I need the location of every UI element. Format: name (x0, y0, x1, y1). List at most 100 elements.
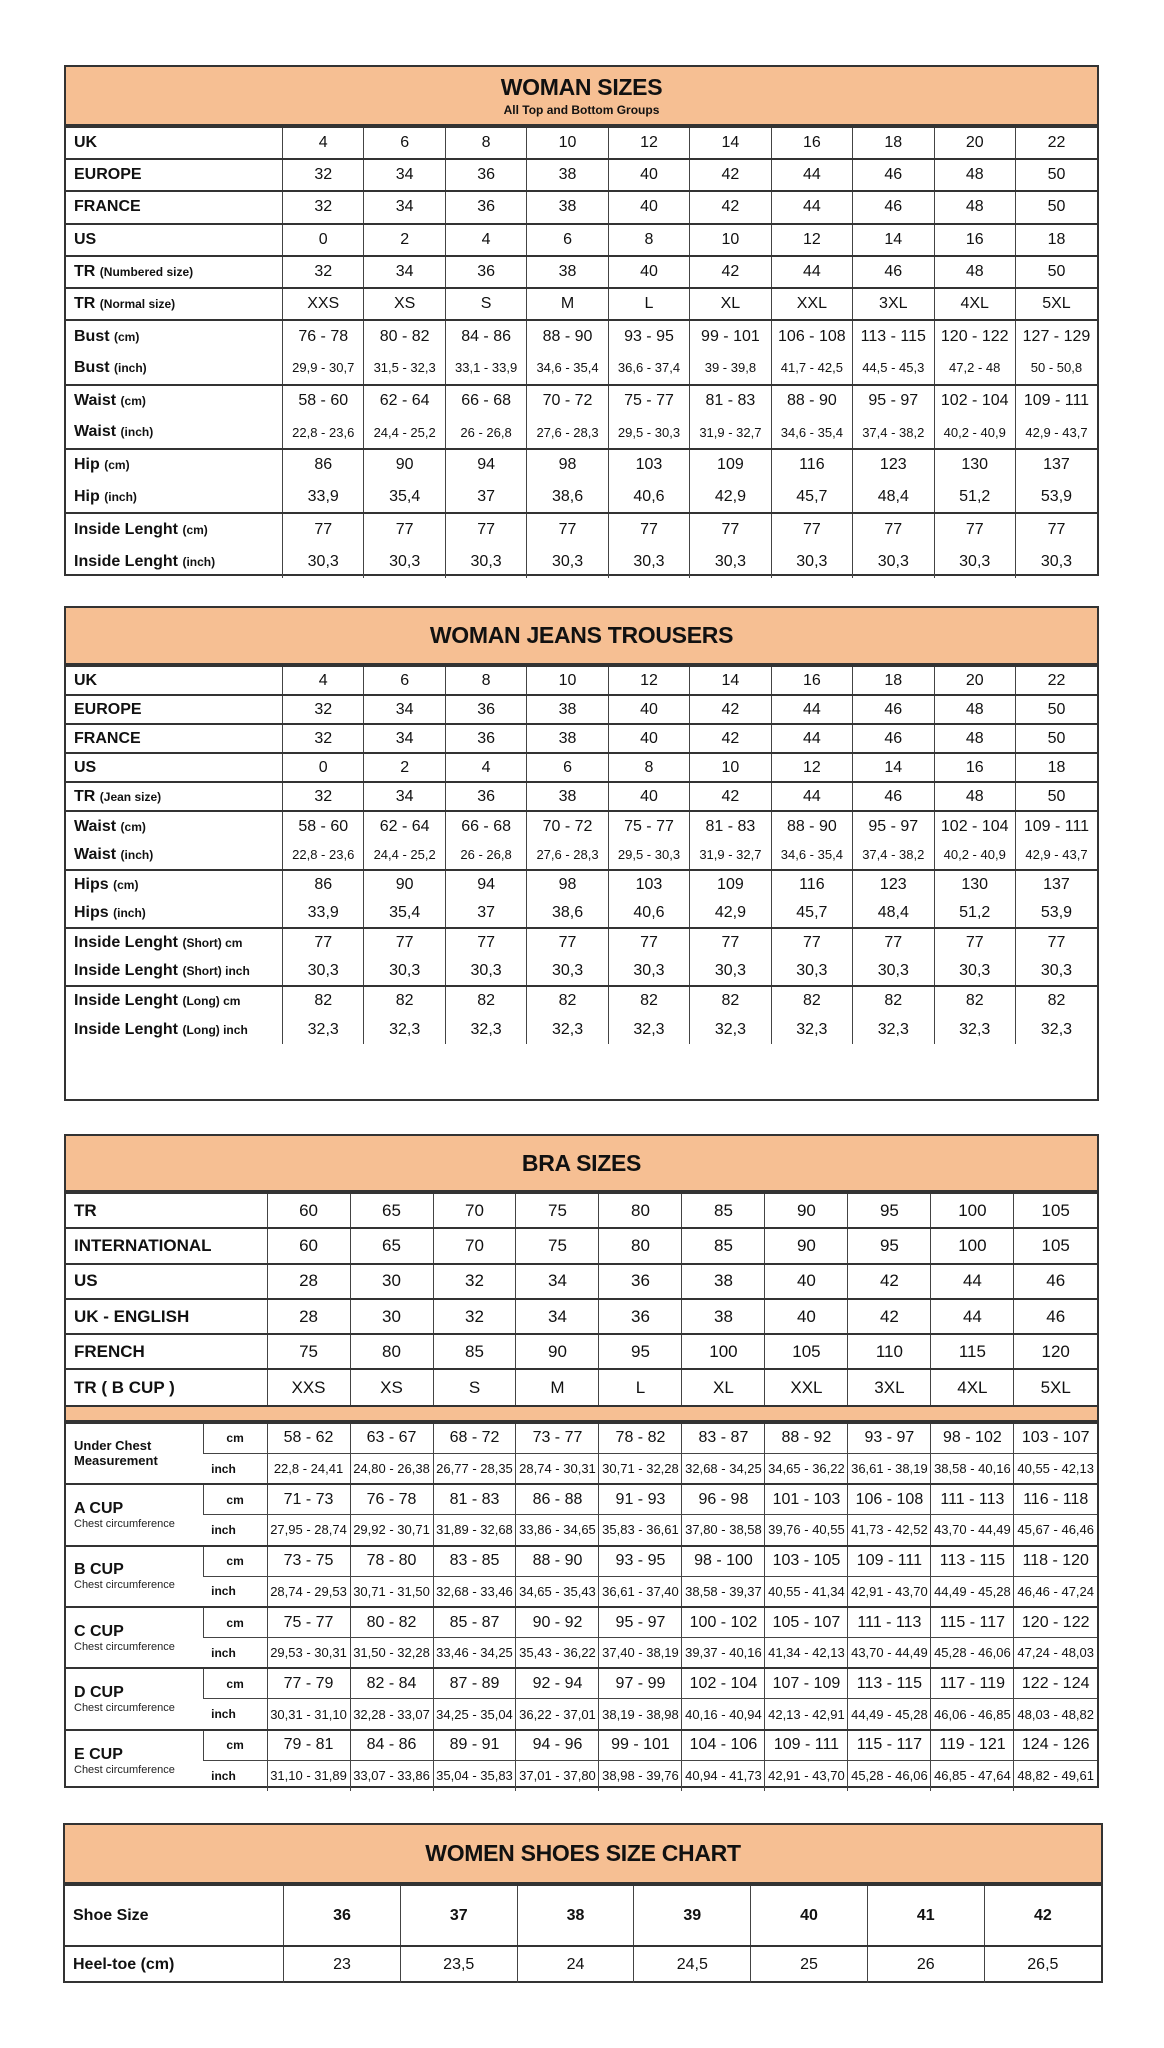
value-cell: 33,1 - 33,9 (444, 352, 527, 385)
value-cell: 46 (1013, 1298, 1097, 1335)
row-group: US 0 2 4 6 8 10 12 14 16 18 (66, 223, 1097, 256)
row-label-cell: Waist (cm) (66, 385, 283, 417)
value-cell: 26 (866, 1946, 985, 1983)
value-cell: 117 - 119 (930, 1668, 1014, 1700)
row-label-note: (inch) (114, 360, 147, 375)
table-row: Waist (inch) 22,8 - 23,6 24,4 - 25,2 26 - 2… (66, 840, 1097, 870)
value-cell: 26,5 (983, 1946, 1101, 1983)
value-cell: 48,03 - 48,82 (1013, 1698, 1097, 1730)
value-cell: 8 (607, 223, 690, 256)
value-cell: 40 (607, 191, 690, 224)
shoes-title: WOMEN SHOES SIZE CHART (425, 1840, 741, 1866)
value-cell: 75 - 77 (266, 1606, 351, 1639)
row-label: US (74, 758, 97, 776)
value-cell: 42 (689, 255, 772, 288)
value-cell: 82 (689, 986, 772, 1016)
value-cell: 48 (933, 255, 1016, 288)
value-cell: 31,89 - 32,68 (432, 1514, 516, 1546)
value-cell: 77 - 79 (266, 1668, 351, 1700)
value-cell: 77 (933, 927, 1016, 957)
value-cell: 45,7 (770, 898, 853, 928)
value-cell: 40,6 (607, 898, 690, 928)
row-label-note: (inch) (120, 425, 154, 440)
row-group: Shoe Size 36 37 38 39 40 41 42 (65, 1885, 1101, 1946)
value-cell: 77 (363, 927, 446, 957)
cup-row-inch: inch 22,8 - 24,41 24,80 - 26,38 26,77 - 28,… (66, 1453, 1097, 1485)
value-cell: 35,43 - 36,22 (515, 1637, 599, 1669)
value-cell: 106 - 108 (770, 320, 853, 353)
value-cell: 32,68 - 34,25 (681, 1453, 765, 1485)
value-cell: 70 - 72 (526, 384, 609, 417)
shoes-header: WOMEN SHOES SIZE CHART (65, 1825, 1101, 1884)
row-label-cell: Hips (cm) (66, 870, 283, 899)
value-cell: 40,2 - 40,9 (933, 416, 1016, 449)
cup-row-cm: Under Chest Measurement cm 58 - 62 63 - 67 6… (66, 1422, 1097, 1468)
value-cell: 38 (526, 782, 609, 812)
cup-group: D CUP Chest circumference cm 77 - 79 82 - 84… (66, 1668, 1097, 1730)
value-cell: 38 (526, 255, 609, 288)
row-label: Hip (74, 487, 100, 505)
value-cell: 29,53 - 30,31 (266, 1637, 351, 1669)
value-cell: 32 (281, 782, 364, 812)
bra-sizes-title: BRA SIZES (521, 1149, 642, 1176)
value-cell: 32 (281, 255, 364, 288)
value-cell: 80 - 82 (349, 1606, 433, 1639)
value-cell: 88 - 92 (764, 1422, 848, 1454)
value-cell: 30,3 (607, 956, 690, 987)
value-cell: 127 - 129 (1014, 320, 1097, 353)
woman-jeans-chart: WOMAN JEANS TROUSERS UK 4 6 8 10 12 14 16 18 20 2… (64, 606, 1099, 1101)
value-cell: 82 (281, 986, 364, 1016)
table-row: EUROPE 32 34 36 38 40 42 44 46 48 50 (66, 159, 1097, 192)
value-cell: 29,9 - 30,7 (281, 352, 364, 385)
value-cell: 115 - 117 (930, 1606, 1014, 1639)
value-cell: 85 (681, 1228, 765, 1264)
value-cell: 33,46 - 34,25 (432, 1637, 516, 1669)
value-cell: 42,9 (689, 898, 772, 928)
value-cell: 124 - 126 (1013, 1729, 1097, 1761)
value-cell: 45,28 - 46,06 (930, 1637, 1014, 1669)
value-cell: 29,92 - 30,71 (349, 1514, 433, 1546)
value-cell: 36 (444, 695, 527, 725)
value-cell: 94 - 96 (515, 1729, 599, 1761)
row-group: US 28 30 32 34 36 38 40 42 44 46 (66, 1263, 1097, 1299)
row-label-cell: US (66, 753, 283, 782)
value-cell: 77 (852, 927, 934, 957)
value-cell: 32,3 (933, 1015, 1016, 1045)
value-cell: 44 (930, 1263, 1014, 1299)
value-cell: 32,3 (770, 1015, 853, 1045)
value-cell: 37,01 - 37,80 (515, 1760, 599, 1792)
value-cell: 30,3 (363, 956, 446, 987)
value-cell: 4XL (933, 287, 1016, 321)
value-cell: 30,3 (689, 545, 772, 578)
value-cell: 40,16 - 40,94 (681, 1698, 765, 1730)
cup-label: C CUP (74, 1622, 124, 1640)
table-row: Hips (inch) 33,9 35,4 37 38,6 40,6 42,9 45,7 48,… (66, 898, 1097, 928)
value-cell: 89 - 91 (432, 1729, 516, 1761)
value-cell: 34,6 - 35,4 (770, 840, 853, 870)
value-cell: 95 - 97 (598, 1606, 682, 1639)
value-cell: 77 (1014, 513, 1097, 546)
cup-label: A CUP (74, 1499, 124, 1517)
cup-note: Chest circumference (74, 1701, 175, 1714)
value-cell: 93 - 95 (607, 320, 690, 353)
value-cell: 103 - 105 (764, 1545, 848, 1577)
row-label: UK (74, 134, 98, 152)
row-group: EUROPE 32 34 36 38 40 42 44 46 48 50 (66, 159, 1097, 192)
value-cell: 24,4 - 25,2 (363, 416, 446, 449)
row-label: TR ( B CUP ) (74, 1377, 175, 1397)
value-cell: 16 (770, 127, 853, 160)
cup-label: E CUP (74, 1745, 123, 1763)
value-cell: 32,3 (1014, 1015, 1097, 1045)
value-cell: 34 (363, 695, 446, 725)
value-cell: 36 (444, 159, 527, 192)
value-cell: 82 (1014, 986, 1097, 1016)
woman-jeans-table: UK 4 6 8 10 12 14 16 18 20 22 EUROPE 32 34 36 38 40 42 4… (66, 665, 1097, 1045)
table-row: Waist (inch) 22,8 - 23,6 24,4 - 25,2 26 - 2… (66, 416, 1097, 449)
row-label-cell: Inside Lenght (Long) inch (66, 1015, 283, 1044)
value-cell: 0 (281, 223, 364, 256)
value-cell: 78 - 82 (598, 1422, 682, 1454)
value-cell: 75 - 77 (607, 384, 690, 417)
value-cell: 103 (607, 869, 690, 899)
value-cell: 30,3 (770, 956, 853, 987)
cup-label: Under Chest Measurement (74, 1438, 158, 1469)
